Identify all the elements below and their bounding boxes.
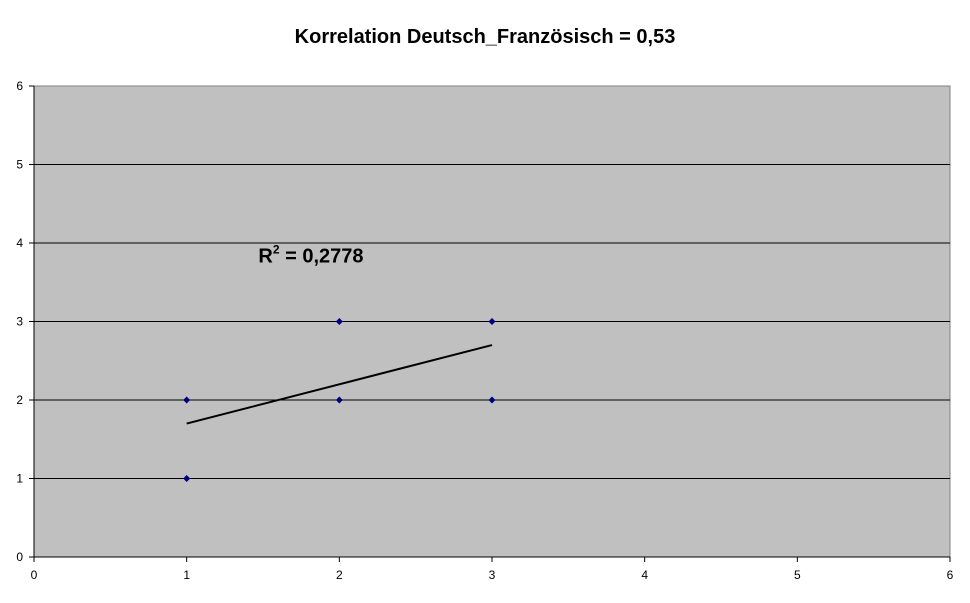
x-tick-label: 5 [794,568,801,582]
y-tick-label: 3 [16,315,23,329]
y-tick-label: 0 [16,550,23,564]
chart-title: Korrelation Deutsch_Französisch = 0,53 [295,26,676,48]
data-point [335,396,343,404]
trendline [186,344,493,425]
x-tick-label: 1 [183,568,190,582]
y-tick-label: 5 [16,158,23,172]
x-tick-label: 4 [641,568,648,582]
x-tick-label: 6 [947,568,954,582]
data-point [488,318,496,325]
data-point [183,396,191,404]
y-tick-label: 2 [16,393,23,407]
plot-area-group: 0 1 2 3 4 5 6 0 1 2 3 4 5 6 R2 = 0,2778 [16,79,953,582]
data-point [183,475,191,482]
data-point [488,396,496,404]
y-tick-label: 1 [16,472,23,486]
x-tick-label: 2 [336,568,343,582]
y-tick-label: 4 [16,236,23,250]
x-tick-label: 0 [31,568,38,582]
r-squared-label: R2 = 0,2778 [258,243,363,268]
y-tick-label: 6 [16,79,23,93]
x-tick-label: 3 [489,568,496,582]
data-point [335,318,343,325]
